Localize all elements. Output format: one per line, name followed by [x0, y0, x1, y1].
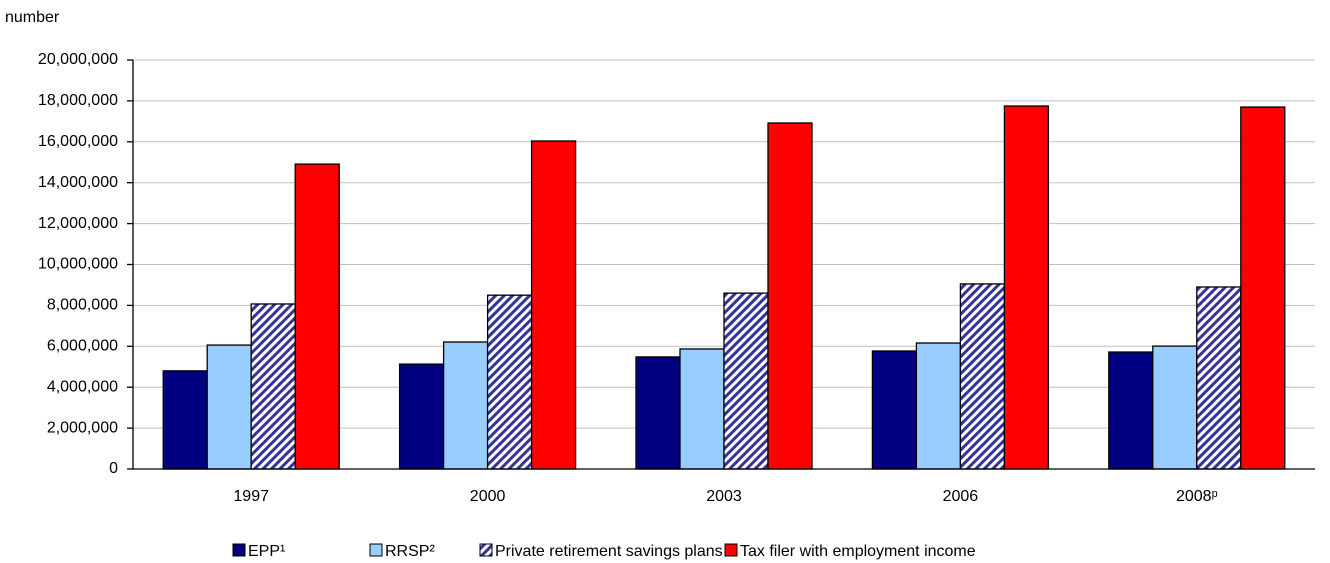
bar — [206, 344, 252, 470]
bar — [959, 283, 1006, 470]
legend-label: Private retirement savings plans — [495, 543, 723, 560]
bar — [767, 122, 813, 470]
legend-label: Tax filer with employment income — [740, 543, 976, 560]
y-tick-label: 10,000,000 — [38, 256, 118, 273]
y-tick-label: 16,000,000 — [38, 133, 118, 150]
bar — [1240, 106, 1286, 470]
y-tick-label: 0 — [109, 460, 118, 477]
legend-label: EPP¹ — [248, 543, 285, 560]
bar — [486, 294, 533, 470]
bar — [679, 348, 725, 470]
y-tick-label: 2,000,000 — [47, 419, 118, 436]
y-tick-label: 6,000,000 — [47, 338, 118, 355]
bar — [635, 356, 681, 470]
x-tick-label: 2008ᵖ — [1176, 488, 1218, 505]
y-tick-label: 8,000,000 — [47, 297, 118, 314]
y-axis-label: number — [5, 9, 60, 26]
bar — [442, 341, 489, 470]
bar — [1003, 105, 1050, 470]
x-tick-label: 2000 — [470, 488, 506, 505]
bar — [723, 292, 769, 470]
bar — [530, 140, 577, 470]
y-tick-label: 4,000,000 — [47, 378, 118, 395]
bar — [1196, 286, 1242, 470]
legend-swatch — [232, 543, 246, 557]
legend-swatch — [724, 543, 738, 557]
legend-swatch — [479, 543, 493, 557]
bar — [871, 350, 918, 470]
y-tick-label: 18,000,000 — [38, 92, 118, 109]
y-tick-label: 20,000,000 — [38, 51, 118, 68]
bar — [1152, 345, 1198, 470]
y-tick-label: 12,000,000 — [38, 215, 118, 232]
bar — [294, 163, 340, 470]
bar — [250, 303, 296, 470]
y-tick-label: 14,000,000 — [38, 174, 118, 191]
x-tick-label: 2003 — [706, 488, 742, 505]
legend-swatch — [369, 543, 383, 557]
bar — [1108, 351, 1154, 470]
legend-label: RRSP² — [385, 543, 435, 560]
x-tick-label: 1997 — [233, 488, 269, 505]
x-tick-label: 2006 — [943, 488, 979, 505]
bar — [915, 342, 962, 470]
bar — [162, 370, 208, 470]
bar — [398, 363, 445, 470]
